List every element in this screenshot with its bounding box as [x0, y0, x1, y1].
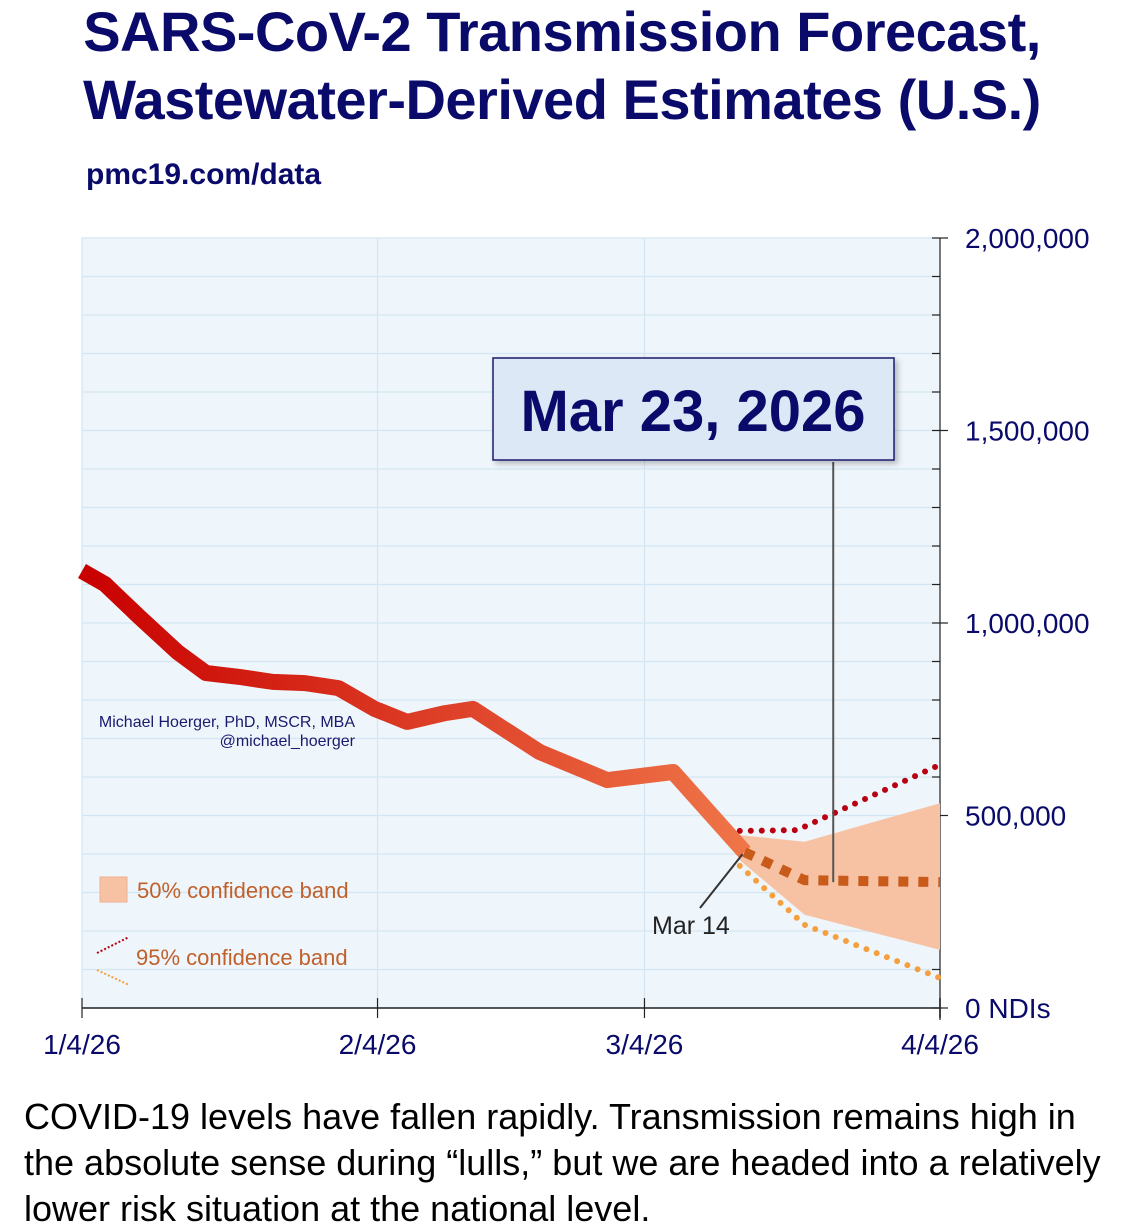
caption-text: COVID-19 levels have fallen rapidly. Tra… — [24, 1096, 1101, 1229]
y-tick-label: 2,000,000 — [965, 223, 1090, 254]
y-tick-label: 1,500,000 — [965, 416, 1090, 447]
x-tick-label: 2/4/26 — [339, 1029, 417, 1060]
legend-label-95: 95% confidence band — [136, 945, 348, 970]
mar14-pointer-line — [699, 853, 744, 909]
source-url: pmc19.com/data — [86, 158, 322, 191]
mar14-label: Mar 14 — [652, 912, 730, 940]
legend-swatch-95-upper — [96, 936, 130, 954]
legend-swatch-95-lower — [96, 969, 130, 986]
legend: 50% confidence band 95% confidence band — [96, 876, 349, 986]
forecast-median-line — [742, 847, 941, 888]
y-tick-label: 500,000 — [965, 801, 1066, 832]
callout-box: Mar 23, 2026 — [492, 357, 895, 461]
x-tick-label: 4/4/26 — [901, 1029, 979, 1060]
callout-date: Mar 23, 2026 — [520, 379, 865, 444]
author-handle: @michael_hoerger — [220, 733, 356, 750]
x-tick-label: 3/4/26 — [606, 1029, 684, 1060]
x-tick-label: 1/4/26 — [43, 1029, 121, 1060]
legend-label-50: 50% confidence band — [137, 878, 349, 903]
chart-title-line2: Wastewater-Derived Estimates (U.S.) — [83, 68, 1041, 131]
author-credit: Michael Hoerger, PhD, MSCR, MBA — [99, 714, 355, 731]
legend-swatch-50 — [99, 876, 128, 903]
band-95-lower-line — [736, 862, 943, 981]
axes: 2,000,000 1,500,000 1,000,000 500,000 0 NDIs… — [43, 223, 1090, 1060]
chart-svg: 2,000,000 1,500,000 1,000,000 500,000 0 NDIs… — [43, 223, 1090, 1060]
transmission-line — [78, 564, 751, 858]
band-95-upper-line — [736, 761, 943, 834]
y-tick-label: 0 NDIs — [965, 993, 1051, 1024]
chart-title-line1: SARS-CoV-2 Transmission Forecast, — [83, 0, 1041, 63]
y-tick-label: 1,000,000 — [965, 608, 1090, 639]
